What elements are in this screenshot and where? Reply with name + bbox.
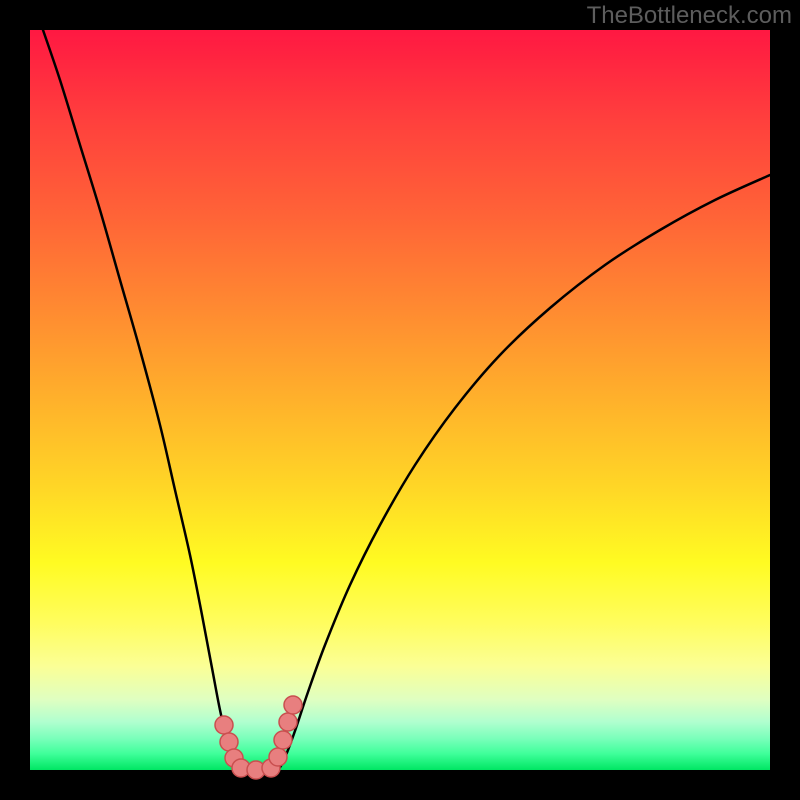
- data-marker: [215, 716, 233, 734]
- chart-container: TheBottleneck.com: [0, 0, 800, 800]
- data-marker: [220, 733, 238, 751]
- plot-background: [30, 30, 770, 770]
- data-marker: [274, 731, 292, 749]
- watermark-text: TheBottleneck.com: [587, 2, 792, 30]
- data-marker: [284, 696, 302, 714]
- data-marker: [269, 748, 287, 766]
- bottleneck-chart: [0, 0, 800, 800]
- data-marker: [279, 713, 297, 731]
